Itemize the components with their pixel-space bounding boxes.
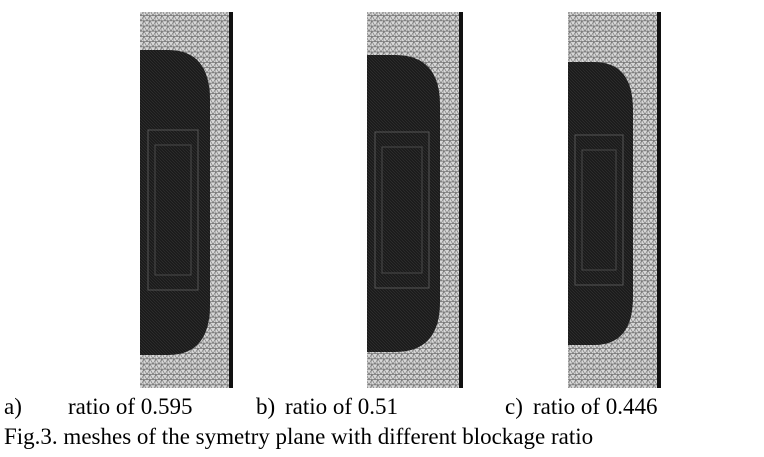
mesh-panel-b bbox=[367, 12, 463, 388]
panel-label: c) bbox=[505, 394, 523, 419]
wall bbox=[229, 12, 233, 388]
wall bbox=[657, 12, 661, 388]
mesh-panel-a bbox=[140, 12, 233, 388]
panel-label: b) bbox=[256, 394, 275, 419]
figure-caption: Fig.3. meshes of the symetry plane with … bbox=[4, 424, 593, 449]
panel-label: a) bbox=[4, 394, 22, 419]
panel-caption: ratio of 0.51 bbox=[285, 394, 398, 419]
figure: a) ratio of 0.595 b) ratio of 0.51 c) ra… bbox=[0, 0, 764, 457]
mesh-panel-c bbox=[568, 12, 661, 388]
panel-caption: ratio of 0.595 bbox=[68, 394, 193, 419]
panel-caption: ratio of 0.446 bbox=[533, 394, 658, 419]
body-mesh bbox=[140, 50, 210, 355]
wall bbox=[459, 12, 463, 388]
